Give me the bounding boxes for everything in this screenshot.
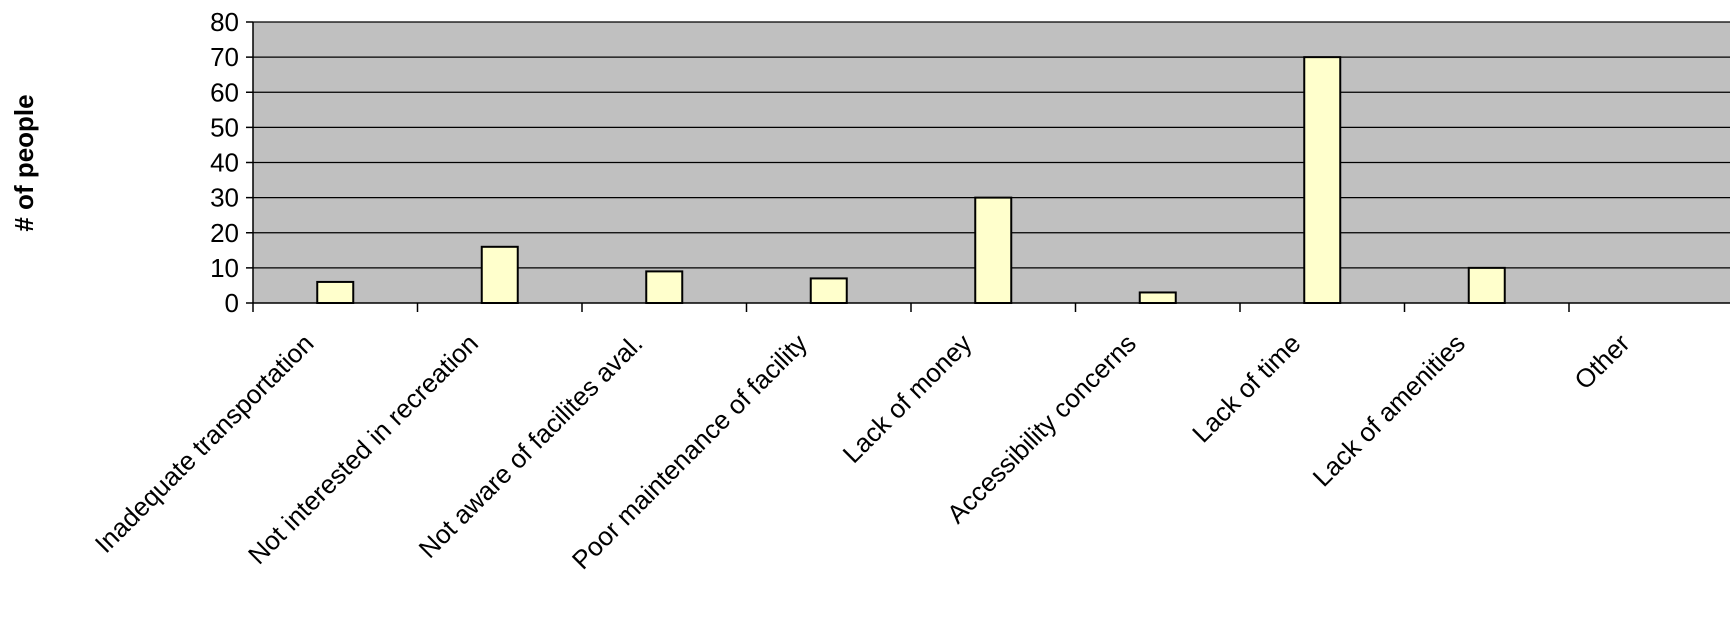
x-tick-label: Lack of amenities <box>1307 328 1471 492</box>
x-tick-label: Accessibility concerns <box>941 328 1142 529</box>
bar <box>480 245 519 305</box>
bar <box>1303 56 1342 304</box>
bar <box>316 280 355 304</box>
bar <box>1467 266 1506 304</box>
y-tick-label: 10 <box>210 253 239 283</box>
y-tick-label: 20 <box>210 218 239 248</box>
x-tick-label: Lack of money <box>837 328 978 469</box>
y-tick-labels: 0 10 20 30 40 50 60 70 80 <box>210 7 239 318</box>
bars <box>316 56 1506 305</box>
y-axis-title: # of people <box>9 94 39 231</box>
y-tick-label: 50 <box>210 112 239 142</box>
y-tick-label: 60 <box>210 77 239 107</box>
y-tick-label: 80 <box>210 7 239 37</box>
y-tick-label: 40 <box>210 148 239 178</box>
x-tick-label: Other <box>1568 328 1635 395</box>
bar <box>974 196 1013 304</box>
bar <box>809 277 848 305</box>
bar <box>1138 291 1177 304</box>
y-tick-label: 0 <box>225 288 239 318</box>
y-tick-label: 30 <box>210 183 239 213</box>
bar <box>645 270 684 305</box>
y-tick-label: 70 <box>210 42 239 72</box>
axes <box>246 21 1730 312</box>
x-tick-label: Lack of time <box>1186 328 1306 448</box>
